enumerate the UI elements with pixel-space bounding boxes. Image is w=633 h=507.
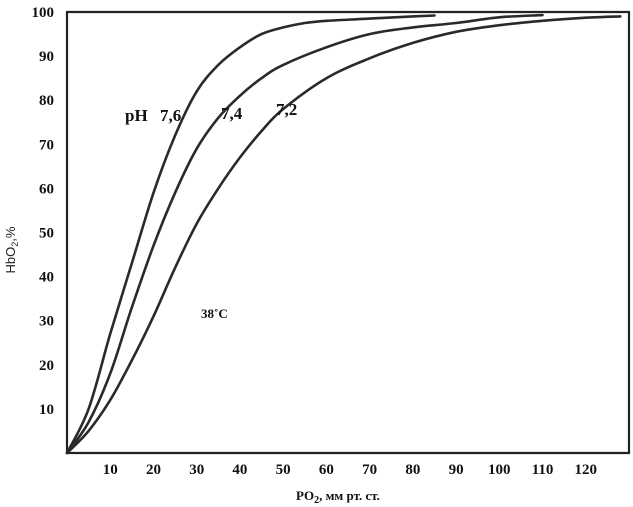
y-axis-label-subscript: 2: [10, 242, 20, 247]
x-tick-label: 100: [488, 462, 511, 478]
temperature-annotation: 38˚C: [201, 306, 228, 321]
y-axis-label: HbO2,%: [3, 226, 20, 273]
y-tick-label: 100: [32, 5, 55, 21]
curve-ph-7-4: [65, 13, 544, 455]
x-axis-label: PO2, мм рт. ст.: [296, 488, 380, 506]
y-tick-labels: 10 20 30 40 50 60 70 80 90 100: [32, 5, 55, 418]
x-tick-label: 10: [103, 462, 118, 478]
chart-axes: [65, 10, 631, 455]
y-tick-label: 80: [39, 93, 54, 109]
y-tick-label: 30: [39, 314, 54, 330]
curve-label-ph-7-6: 7,6: [160, 106, 181, 125]
x-tick-label: 80: [405, 462, 420, 478]
x-tick-label: 90: [449, 462, 464, 478]
curve-ph-7-2: [65, 15, 622, 455]
y-tick-label: 90: [39, 49, 54, 65]
x-tick-label: 50: [276, 462, 291, 478]
x-axis-label-rest: , мм рт. ст.: [319, 488, 380, 503]
x-tick-label: 40: [232, 462, 247, 478]
curve-ph-7-6: [65, 14, 436, 455]
y-axis-label-main: HbO: [3, 247, 18, 274]
x-tick-label: 120: [575, 462, 598, 478]
y-tick-label: 10: [39, 402, 54, 418]
x-tick-label: 70: [362, 462, 377, 478]
x-tick-label: 30: [189, 462, 204, 478]
curve-label-ph-7-4: 7,4: [221, 104, 243, 123]
y-tick-label: 40: [39, 270, 54, 286]
x-tick-label: 110: [532, 462, 554, 478]
y-tick-label: 50: [39, 226, 54, 242]
y-axis-label-rest: ,%: [3, 226, 18, 242]
x-axis-label-main: PO: [296, 488, 314, 503]
curve-labels: pH 7,6 7,4 7,2: [125, 100, 297, 125]
x-axis-label-subscript: 2: [314, 495, 319, 506]
x-tick-label: 60: [319, 462, 334, 478]
y-tick-label: 20: [39, 358, 54, 374]
y-tick-label: 60: [39, 181, 54, 197]
curves: [65, 13, 622, 455]
x-tick-label: 20: [146, 462, 161, 478]
curve-label-ph-7-2: 7,2: [276, 100, 297, 119]
y-tick-label: 70: [39, 137, 54, 153]
ph-prefix-label: pH: [125, 106, 148, 125]
plot-frame: [65, 10, 631, 455]
x-tick-labels: 10 20 30 40 50 60 70 80 90 100 110 120: [103, 462, 597, 478]
